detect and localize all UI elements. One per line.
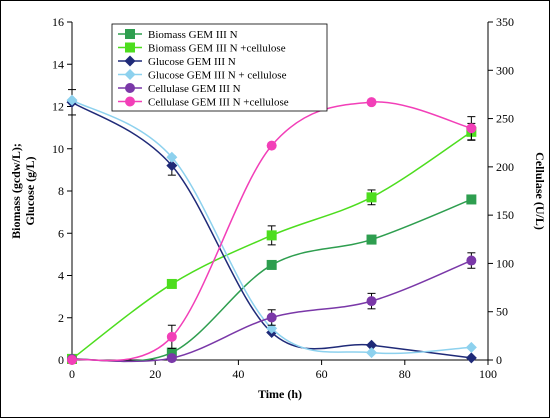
data-point [366,234,377,245]
series-layer [66,89,477,365]
data-point [166,353,177,364]
left-y-tick-label: 12 [52,100,64,114]
x-tick-label: 40 [232,367,244,381]
left-y-axis-title-line: Glucose (g/L) [23,157,37,226]
data-point [466,194,477,205]
data-point [166,151,178,163]
right-y-axis-title: Cellulase (U/L) [533,152,547,230]
series-line [71,101,472,362]
data-point [366,97,377,108]
legend-item-glucose-gem-iii-n-cellulose: Glucose GEM III N + cellulose [118,69,287,82]
series-cellulase-gem-iii-n-cellulose [67,97,477,365]
legend-label: Glucose GEM III N [148,56,236,68]
data-point [266,259,277,270]
data-point [166,160,178,172]
left-y-tick-label: 16 [52,15,64,29]
left-y-axis-title: Biomass (gcdw/L);Glucose (g/L) [9,143,37,239]
data-point [465,341,477,353]
data-point [166,347,177,358]
data-point [266,140,277,151]
legend-item-biomass-gem-iii-n-cellulose: Biomass GEM III N +cellulose [118,42,286,55]
right-y-tick-label: 100 [496,256,514,270]
right-y-tick-label: 200 [496,160,514,174]
data-point [266,230,277,241]
x-axis-title: Time (h) [258,387,302,401]
data-point [67,355,77,365]
left-y-axis-title-line: Biomass (gcdw/L); [9,143,23,239]
legend-marker [124,69,136,80]
series-line [71,99,472,355]
data-point [166,278,177,289]
legend-marker [125,42,135,53]
x-tick-label: 80 [399,367,411,381]
legend-marker [125,29,135,39]
legend-box [111,23,328,112]
data-point [66,94,78,106]
data-point [366,296,377,307]
right-y-tick-label: 0 [496,353,502,367]
legend-item-glucose-gem-iii-n: Glucose GEM III N [118,55,236,68]
right-y-tick-label: 50 [496,305,508,319]
legend-marker [124,55,136,67]
data-point [366,192,377,203]
right-y-tick-label: 350 [496,15,514,29]
left-y-tick-label: 14 [52,57,64,71]
legend-marker [125,83,135,93]
legend-label: Biomass GEM III N +cellulose [148,43,286,55]
x-tick-label: 20 [149,367,161,381]
legend-label: Cellulase GEM III N +cellulose [148,97,289,109]
x-tick-label: 60 [316,367,328,381]
legend: Biomass GEM III N Biomass GEM III N +cell… [111,23,328,112]
left-y-tick-label: 2 [58,311,64,325]
legend-label: Cellulase GEM III N [148,83,241,95]
left-y-tick-label: 0 [58,353,64,367]
left-y-tick-label: 4 [58,269,64,283]
legend-label: Glucose GEM III N + cellulose [148,70,287,82]
left-y-tick-label: 8 [58,184,64,198]
axes: 0 20 40 60 80 1000246810121416050100150200250… [52,15,514,381]
data-point [465,352,477,364]
left-y-tick-label: 6 [58,226,64,240]
legend-item-biomass-gem-iii-n: Biomass GEM III N [118,29,238,41]
data-point [366,347,378,359]
data-point [366,339,378,351]
data-point [466,255,477,266]
x-tick-label: 100 [479,367,497,381]
legend-item-cellulase-gem-iii-n: Cellulase GEM III N [118,83,241,95]
data-point [166,331,177,342]
legend-label: Biomass GEM III N [148,29,238,41]
right-y-tick-label: 250 [496,112,514,126]
x-tick-label: 0 [69,367,75,381]
right-y-tick-label: 150 [496,208,514,222]
data-point [266,312,277,323]
data-point [466,123,477,134]
left-y-tick-label: 10 [52,142,64,156]
legend-item-cellulase-gem-iii-n-cellulose: Cellulase GEM III N +cellulose [118,96,289,109]
right-y-tick-label: 300 [496,63,514,77]
legend-marker [125,96,135,107]
